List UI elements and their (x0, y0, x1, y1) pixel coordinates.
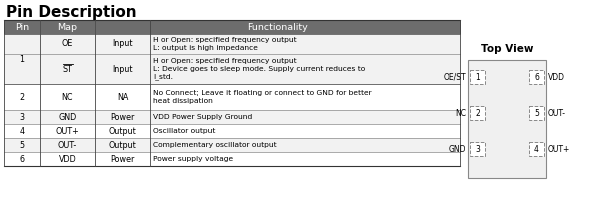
Text: H or Open: specified frequency output
L: Device goes to sleep mode. Supply curre: H or Open: specified frequency output L:… (153, 58, 365, 80)
Bar (529, 106, 544, 120)
Text: GND: GND (59, 113, 77, 121)
Bar (4, 124, 460, 138)
Text: Power supply voltage: Power supply voltage (153, 156, 233, 162)
Bar (4, 54, 460, 84)
Bar (4, 152, 460, 166)
Text: NC: NC (62, 93, 73, 101)
Text: Complementary oscillator output: Complementary oscillator output (153, 142, 277, 148)
Text: 6: 6 (534, 73, 539, 81)
Bar (4, 34, 460, 54)
Text: NC: NC (455, 108, 466, 118)
Text: 1: 1 (475, 73, 480, 81)
Text: OUT+: OUT+ (56, 126, 79, 136)
Bar (470, 142, 485, 156)
Text: VDD Power Supply Ground: VDD Power Supply Ground (153, 114, 252, 120)
Bar (4, 110, 460, 124)
Text: Top View: Top View (481, 44, 533, 54)
Text: No Connect; Leave it floating or connect to GND for better
heat dissipation: No Connect; Leave it floating or connect… (153, 90, 371, 104)
Text: OUT-: OUT- (58, 141, 77, 149)
Text: 2: 2 (475, 108, 480, 118)
Bar (529, 70, 544, 84)
Text: OE/ST: OE/ST (443, 73, 466, 81)
Text: 2: 2 (19, 93, 25, 101)
Bar (470, 70, 485, 84)
Text: 3: 3 (475, 144, 480, 154)
Bar (470, 106, 485, 120)
Bar (4, 84, 460, 110)
Text: 4: 4 (19, 126, 25, 136)
Text: Pin: Pin (15, 22, 29, 32)
Text: Output: Output (109, 141, 137, 149)
Text: GND: GND (449, 144, 466, 154)
Text: OUT+: OUT+ (548, 144, 570, 154)
Text: 5: 5 (534, 108, 539, 118)
Text: Input: Input (112, 40, 133, 48)
Text: Power: Power (111, 113, 135, 121)
Text: Input: Input (112, 64, 133, 74)
Text: NA: NA (117, 93, 128, 101)
Text: Functionality: Functionality (247, 22, 308, 32)
Text: OE: OE (62, 40, 73, 48)
Text: VDD: VDD (548, 73, 565, 81)
Text: Map: Map (57, 22, 77, 32)
Text: ST: ST (63, 64, 72, 74)
Bar (4, 138, 460, 152)
Text: 4: 4 (534, 144, 539, 154)
Text: 1: 1 (19, 55, 25, 63)
Text: Pin Description: Pin Description (6, 5, 137, 20)
Text: VDD: VDD (59, 155, 76, 163)
Text: Oscillator output: Oscillator output (153, 128, 216, 134)
Bar (529, 142, 544, 156)
Text: OUT-: OUT- (548, 108, 566, 118)
Text: 5: 5 (19, 141, 25, 149)
Text: 6: 6 (19, 155, 25, 163)
Text: Power: Power (111, 155, 135, 163)
Bar (468, 60, 546, 178)
Text: 3: 3 (19, 113, 25, 121)
Text: Output: Output (109, 126, 137, 136)
Bar (4, 20, 460, 34)
Text: H or Open: specified frequency output
L: output is high impedance: H or Open: specified frequency output L:… (153, 37, 297, 51)
